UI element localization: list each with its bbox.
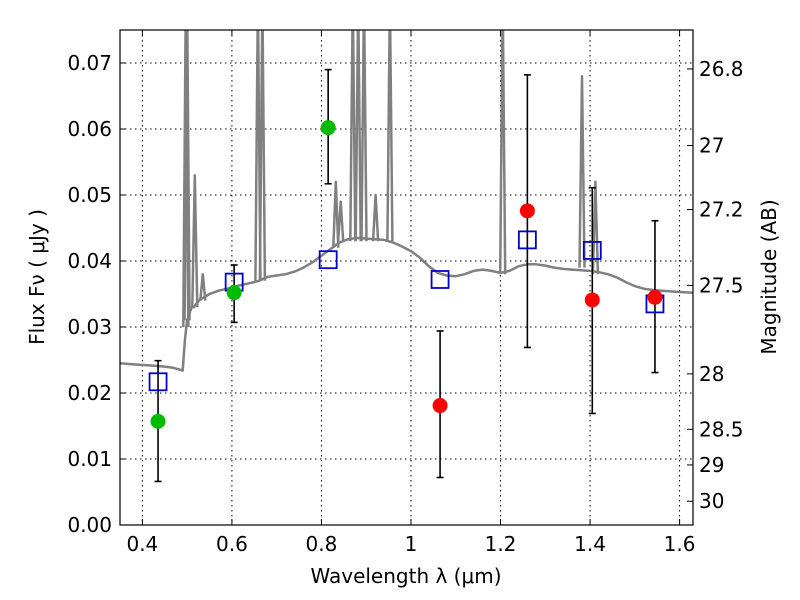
detection-point [150, 413, 166, 429]
plot-frame [119, 29, 694, 526]
emission-line [332, 180, 340, 248]
data-points [150, 120, 663, 429]
emission-line [354, 30, 362, 242]
x-tick-label: 0.6 [216, 532, 248, 556]
model-square [430, 270, 450, 289]
x-tick-label: 0.4 [126, 532, 158, 556]
y-tick-label: 0.05 [67, 183, 112, 207]
upper-limit-point [647, 289, 663, 305]
right-tick-label: 29 [699, 453, 724, 477]
right-tick-label: 30 [699, 489, 724, 513]
detection-point [320, 120, 336, 136]
upper-limit-point [584, 292, 600, 308]
emission-line [371, 193, 380, 242]
y-tick-label: 0.07 [67, 51, 112, 75]
emission-line [191, 173, 199, 308]
y-axis-label: Flux Fν ( μJy ) [25, 209, 49, 345]
y-tick-label: 0.01 [67, 447, 112, 471]
emission-line [349, 30, 357, 242]
x-axis-ticks: 0.4 0.6 0.8 1 1.2 1.4 1.6 [126, 30, 695, 556]
plot-area [120, 30, 693, 483]
right-tick-label: 27.5 [699, 273, 744, 297]
emission-line [182, 30, 190, 328]
x-tick-label: 0.8 [306, 532, 338, 556]
x-tick-label: 1 [405, 532, 418, 556]
x-tick-label: 1.6 [664, 532, 696, 556]
x-axis-label: Wavelength λ (μm) [310, 564, 501, 588]
y-tick-label: 0.03 [67, 315, 112, 339]
model-square [517, 230, 537, 250]
model-square [148, 372, 168, 392]
y-tick-label: 0.02 [67, 381, 112, 405]
right-tick-label: 26.8 [699, 57, 744, 81]
grid-lines [120, 30, 693, 525]
emission-line [336, 200, 345, 242]
model-square [582, 241, 602, 260]
right-tick-label: 28 [699, 362, 724, 386]
detection-point [226, 285, 242, 301]
emission-line [498, 30, 507, 275]
right-tick-label: 27.2 [699, 198, 744, 222]
x-tick-label: 1.2 [485, 532, 517, 556]
y-tick-label: 0.06 [67, 117, 112, 141]
emission-line [591, 180, 600, 275]
emission-line [386, 30, 394, 242]
right-axis-label: Magnitude (AB) [757, 199, 781, 354]
emission-line [258, 30, 267, 281]
y-tick-label: 0.00 [67, 513, 112, 537]
right-tick-label: 27 [699, 134, 724, 158]
emission-line [360, 30, 368, 242]
emission-line [183, 30, 191, 321]
upper-limit-point [432, 398, 448, 414]
right-axis-ticks: 26.8 27 27.2 27.5 28 28.5 29 30 [687, 57, 744, 513]
emission-line [199, 272, 207, 301]
x-tick-label: 1.4 [574, 532, 606, 556]
emission-lines [182, 30, 600, 328]
upper-limit-point [519, 203, 535, 219]
model-square [318, 250, 338, 270]
right-tick-label: 28.5 [699, 417, 744, 441]
emission-line [578, 74, 586, 268]
y-axis-ticks: 0.00 0.01 0.02 0.03 0.04 0.05 0.06 0.07 [67, 51, 126, 537]
y-tick-label: 0.04 [67, 249, 112, 273]
